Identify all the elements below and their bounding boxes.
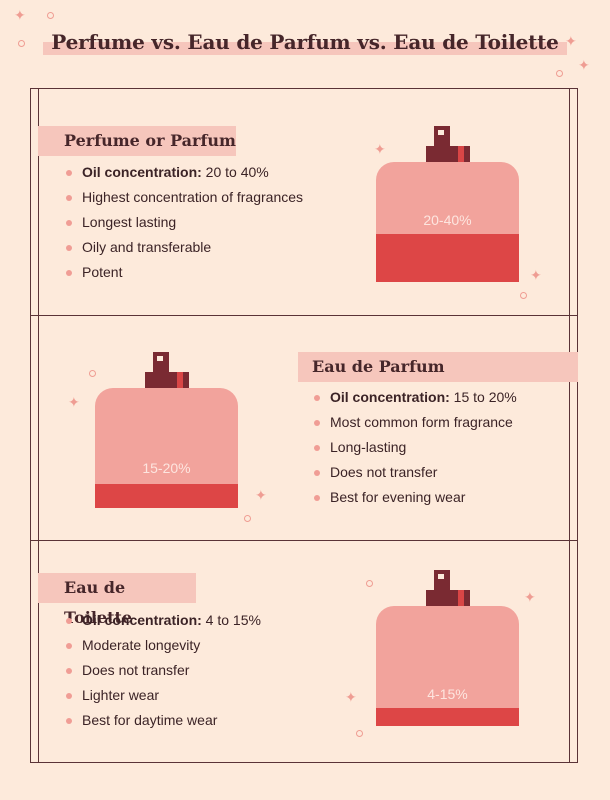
bottle-cap-top xyxy=(153,352,169,372)
bottle-glass: 4-15% xyxy=(376,606,519,726)
bottle-percent-label: 20-40% xyxy=(423,212,472,228)
bottle-cap xyxy=(145,372,189,388)
circle-icon xyxy=(47,12,54,19)
page-title: Perfume vs. Eau de Parfum vs. Eau de Toi… xyxy=(43,26,568,58)
circle-icon xyxy=(556,70,563,77)
list-item: Potent xyxy=(64,260,303,285)
circle-icon xyxy=(89,370,96,377)
list-item: Longest lasting xyxy=(64,210,303,235)
circle-icon xyxy=(18,40,25,47)
list-item: Oil concentration: 15 to 20% xyxy=(312,385,517,410)
frame xyxy=(30,88,578,763)
list-item: Lighter wear xyxy=(64,683,261,708)
frame-inner-right-line xyxy=(569,89,570,762)
title-wrap: Perfume vs. Eau de Parfum vs. Eau de Toi… xyxy=(0,26,610,58)
oil-value: 4 to 15% xyxy=(201,612,261,628)
list-item: Oil concentration: 4 to 15% xyxy=(64,608,261,633)
oil-label: Oil concentration: xyxy=(82,164,202,180)
list-item: Does not transfer xyxy=(64,658,261,683)
list-item: Highest concentration of fragrances xyxy=(64,185,303,210)
sparkle-icon: ✦ xyxy=(565,33,577,49)
list-item: Oily and transferable xyxy=(64,235,303,260)
list-item: Best for daytime wear xyxy=(64,708,261,733)
sparkle-icon: ✦ xyxy=(374,141,386,157)
circle-icon xyxy=(366,580,373,587)
list-item: Oil concentration: 20 to 40% xyxy=(64,160,303,185)
section-heading-eau-de-parfum: Eau de Parfum xyxy=(298,352,578,382)
oil-label: Oil concentration: xyxy=(82,612,202,628)
sparkle-icon: ✦ xyxy=(524,589,536,605)
bottle-percent-label: 15-20% xyxy=(142,460,191,476)
feature-list-eau-de-toilette: Oil concentration: 4 to 15% Moderate lon… xyxy=(64,608,261,733)
sparkle-icon: ✦ xyxy=(255,487,267,503)
oil-label: Oil concentration: xyxy=(330,389,450,405)
bottle-fill xyxy=(376,708,519,726)
frame-inner-left-line xyxy=(38,89,39,762)
perfume-bottle-eau-de-toilette: 4-15% xyxy=(376,570,519,726)
feature-list-eau-de-parfum: Oil concentration: 15 to 20% Most common… xyxy=(312,385,517,510)
feature-list-perfume: Oil concentration: 20 to 40% Highest con… xyxy=(64,160,303,285)
section-divider xyxy=(30,315,578,316)
list-item: Moderate longevity xyxy=(64,633,261,658)
circle-icon xyxy=(356,730,363,737)
sparkle-icon: ✦ xyxy=(345,689,357,705)
sparkle-icon: ✦ xyxy=(578,57,590,73)
circle-icon xyxy=(520,292,527,299)
bottle-fill xyxy=(95,484,238,508)
section-heading-perfume: Perfume or Parfum xyxy=(38,126,236,156)
bottle-percent-label: 4-15% xyxy=(427,686,468,702)
section-heading-eau-de-toilette: Eau de Toilette xyxy=(38,573,196,627)
bottle-glass: 15-20% xyxy=(95,388,238,508)
bottle-fill xyxy=(376,234,519,282)
sparkle-icon: ✦ xyxy=(68,394,80,410)
perfume-bottle-eau-de-parfum: 15-20% xyxy=(95,352,238,508)
bottle-cap-top xyxy=(434,126,450,146)
circle-icon xyxy=(244,515,251,522)
list-item: Does not transfer xyxy=(312,460,517,485)
list-item: Long-lasting xyxy=(312,435,517,460)
bottle-cap xyxy=(426,146,470,162)
oil-value: 20 to 40% xyxy=(201,164,269,180)
sparkle-icon: ✦ xyxy=(530,267,542,283)
bottle-cap-top xyxy=(434,570,450,590)
sparkle-icon: ✦ xyxy=(14,7,26,23)
bottle-glass: 20-40% xyxy=(376,162,519,282)
perfume-bottle-parfum: 20-40% xyxy=(376,126,519,282)
bottle-cap xyxy=(426,590,470,606)
section-divider xyxy=(30,540,578,541)
list-item: Best for evening wear xyxy=(312,485,517,510)
oil-value: 15 to 20% xyxy=(449,389,517,405)
list-item: Most common form fragrance xyxy=(312,410,517,435)
